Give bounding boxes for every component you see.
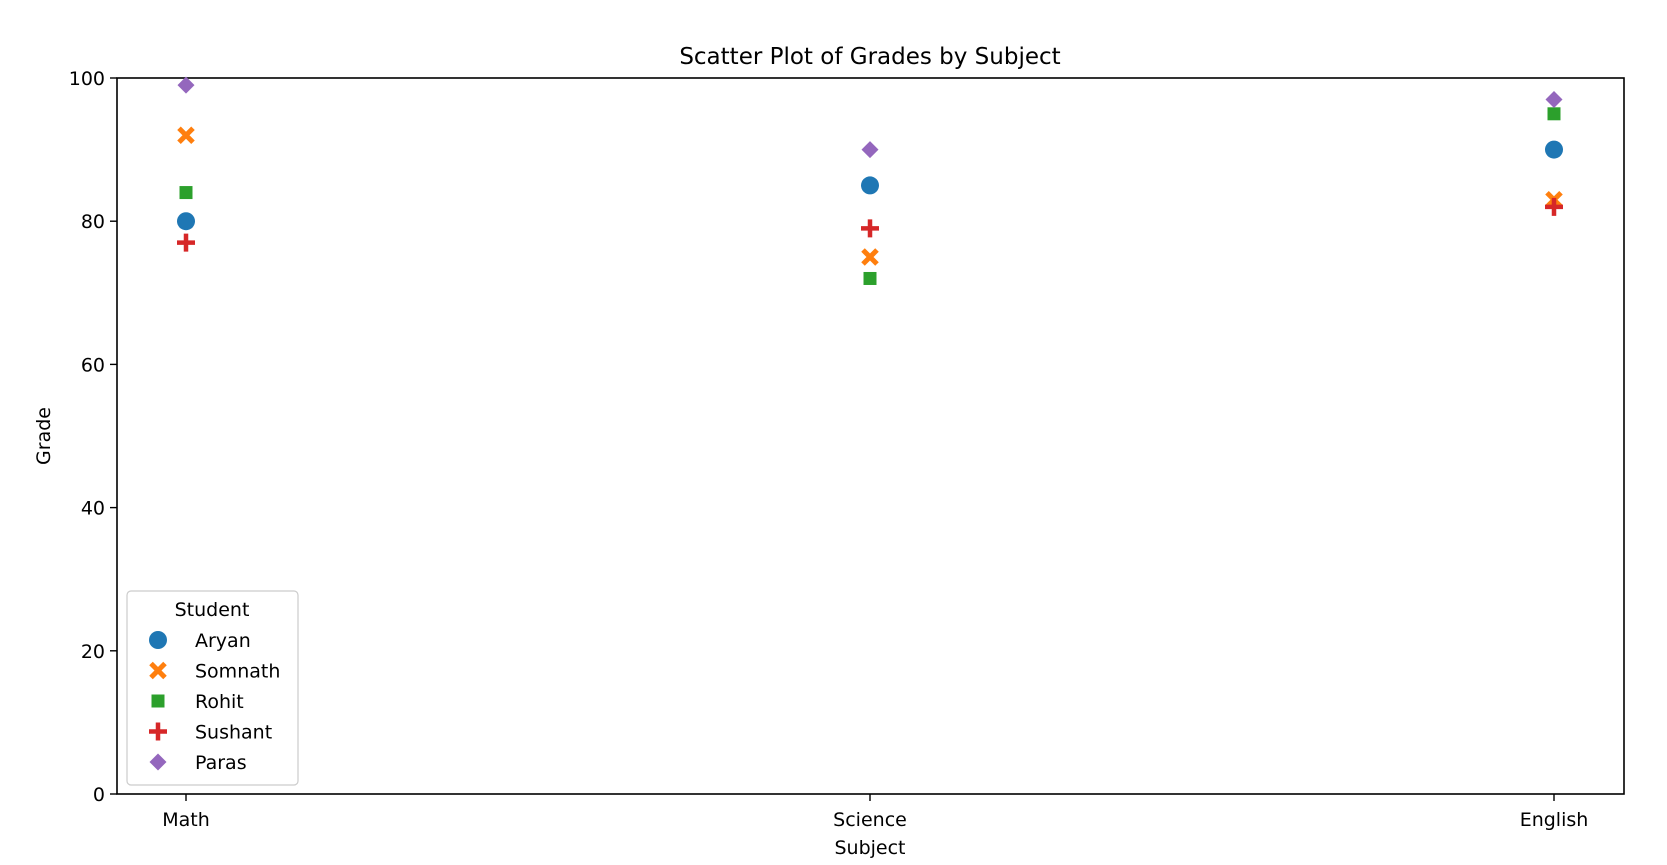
legend-label-rohit: Rohit	[195, 691, 244, 713]
y-tick-label: 20	[81, 641, 105, 663]
data-point-aryan-english	[1545, 140, 1563, 159]
data-point-sushant-science	[861, 219, 879, 238]
legend-box	[126, 590, 299, 786]
legend-marker-aryan	[149, 631, 167, 649]
y-tick-label: 40	[81, 498, 105, 520]
x-tick-label: Math	[162, 809, 210, 831]
y-axis-label: Grade	[33, 407, 55, 465]
x-axis: Math Science English	[162, 794, 1588, 831]
x-tick-label: English	[1520, 809, 1589, 831]
y-tick-label: 0	[93, 784, 105, 806]
legend-label-sushant: Sushant	[195, 722, 272, 744]
legend-title: Student	[175, 599, 250, 621]
x-axis-label: Subject	[834, 837, 905, 859]
chart-title: Scatter Plot of Grades by Subject	[679, 44, 1060, 70]
data-point-sushant-math	[177, 233, 195, 252]
data-point-somnath-math	[177, 126, 195, 145]
legend-label-paras: Paras	[195, 752, 247, 774]
legend-marker-somnath	[149, 661, 167, 680]
legend-marker-paras	[149, 753, 167, 771]
y-axis: 0 20 40 60 80 100	[69, 68, 117, 806]
legend-marker-rohit	[151, 694, 165, 708]
data-point-sushant-english	[1545, 197, 1563, 216]
data-point-paras-science	[861, 141, 879, 159]
data-point-rohit-english	[1547, 107, 1561, 121]
data-point-somnath-science	[861, 248, 879, 266]
data-point-paras-english	[1545, 90, 1563, 108]
y-tick-label: 100	[69, 68, 105, 90]
legend-label-somnath: Somnath	[195, 661, 280, 683]
data-point-aryan-math	[177, 212, 195, 231]
legend-entries: Aryan Somnath Rohit Sushant Paras	[149, 630, 280, 774]
legend-label-aryan: Aryan	[195, 630, 251, 652]
data-points	[177, 76, 1563, 285]
y-tick-label: 60	[81, 354, 105, 376]
legend-marker-sushant	[149, 722, 167, 741]
y-tick-label: 80	[81, 211, 105, 233]
x-tick-label: Science	[833, 809, 907, 831]
legend: Student Aryan Somnath Rohit Sushant Paras	[126, 590, 299, 786]
data-point-rohit-science	[863, 271, 877, 285]
data-point-aryan-science	[861, 176, 879, 195]
data-point-rohit-math	[179, 186, 193, 200]
data-point-paras-math	[177, 76, 195, 94]
